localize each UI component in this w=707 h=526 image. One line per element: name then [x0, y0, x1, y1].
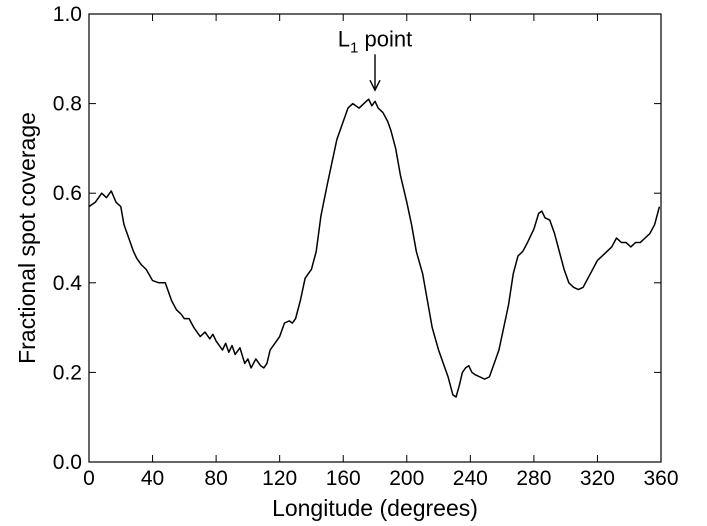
- x-tick-label: 320: [580, 467, 615, 490]
- y-tick-label: 0.0: [53, 451, 82, 474]
- x-tick-label: 160: [326, 467, 361, 490]
- y-tick-label: 0.4: [53, 272, 83, 295]
- annotation-rest: point: [358, 26, 412, 51]
- l1-point-label: L1 point: [338, 26, 412, 56]
- annotation-main: L: [338, 26, 350, 51]
- annotation-arrow-head: [369, 79, 381, 92]
- x-axis-label: Longitude (degrees): [272, 495, 478, 521]
- series-line-0: [88, 98, 661, 398]
- x-tick-label: 120: [262, 467, 297, 490]
- annotation-subscript: 1: [350, 39, 358, 56]
- x-tick-label: 240: [453, 467, 488, 490]
- x-tick-label: 280: [516, 467, 551, 490]
- l1-annotation: L1 point: [338, 26, 412, 92]
- y-tick-label: 0.8: [53, 93, 82, 116]
- y-tick-label: 1.0: [53, 3, 82, 26]
- x-tick-label: 40: [141, 467, 164, 490]
- x-tick-label: 0: [83, 467, 95, 490]
- y-tick-label: 0.2: [53, 361, 82, 384]
- plot-frame: [88, 13, 662, 463]
- y-axis-label: Fractional spot coverage: [14, 112, 40, 364]
- x-tick-label: 200: [389, 467, 424, 490]
- x-tick-label: 80: [204, 467, 227, 490]
- y-tick-label: 0.6: [53, 182, 82, 205]
- x-tick-label: 360: [643, 467, 678, 490]
